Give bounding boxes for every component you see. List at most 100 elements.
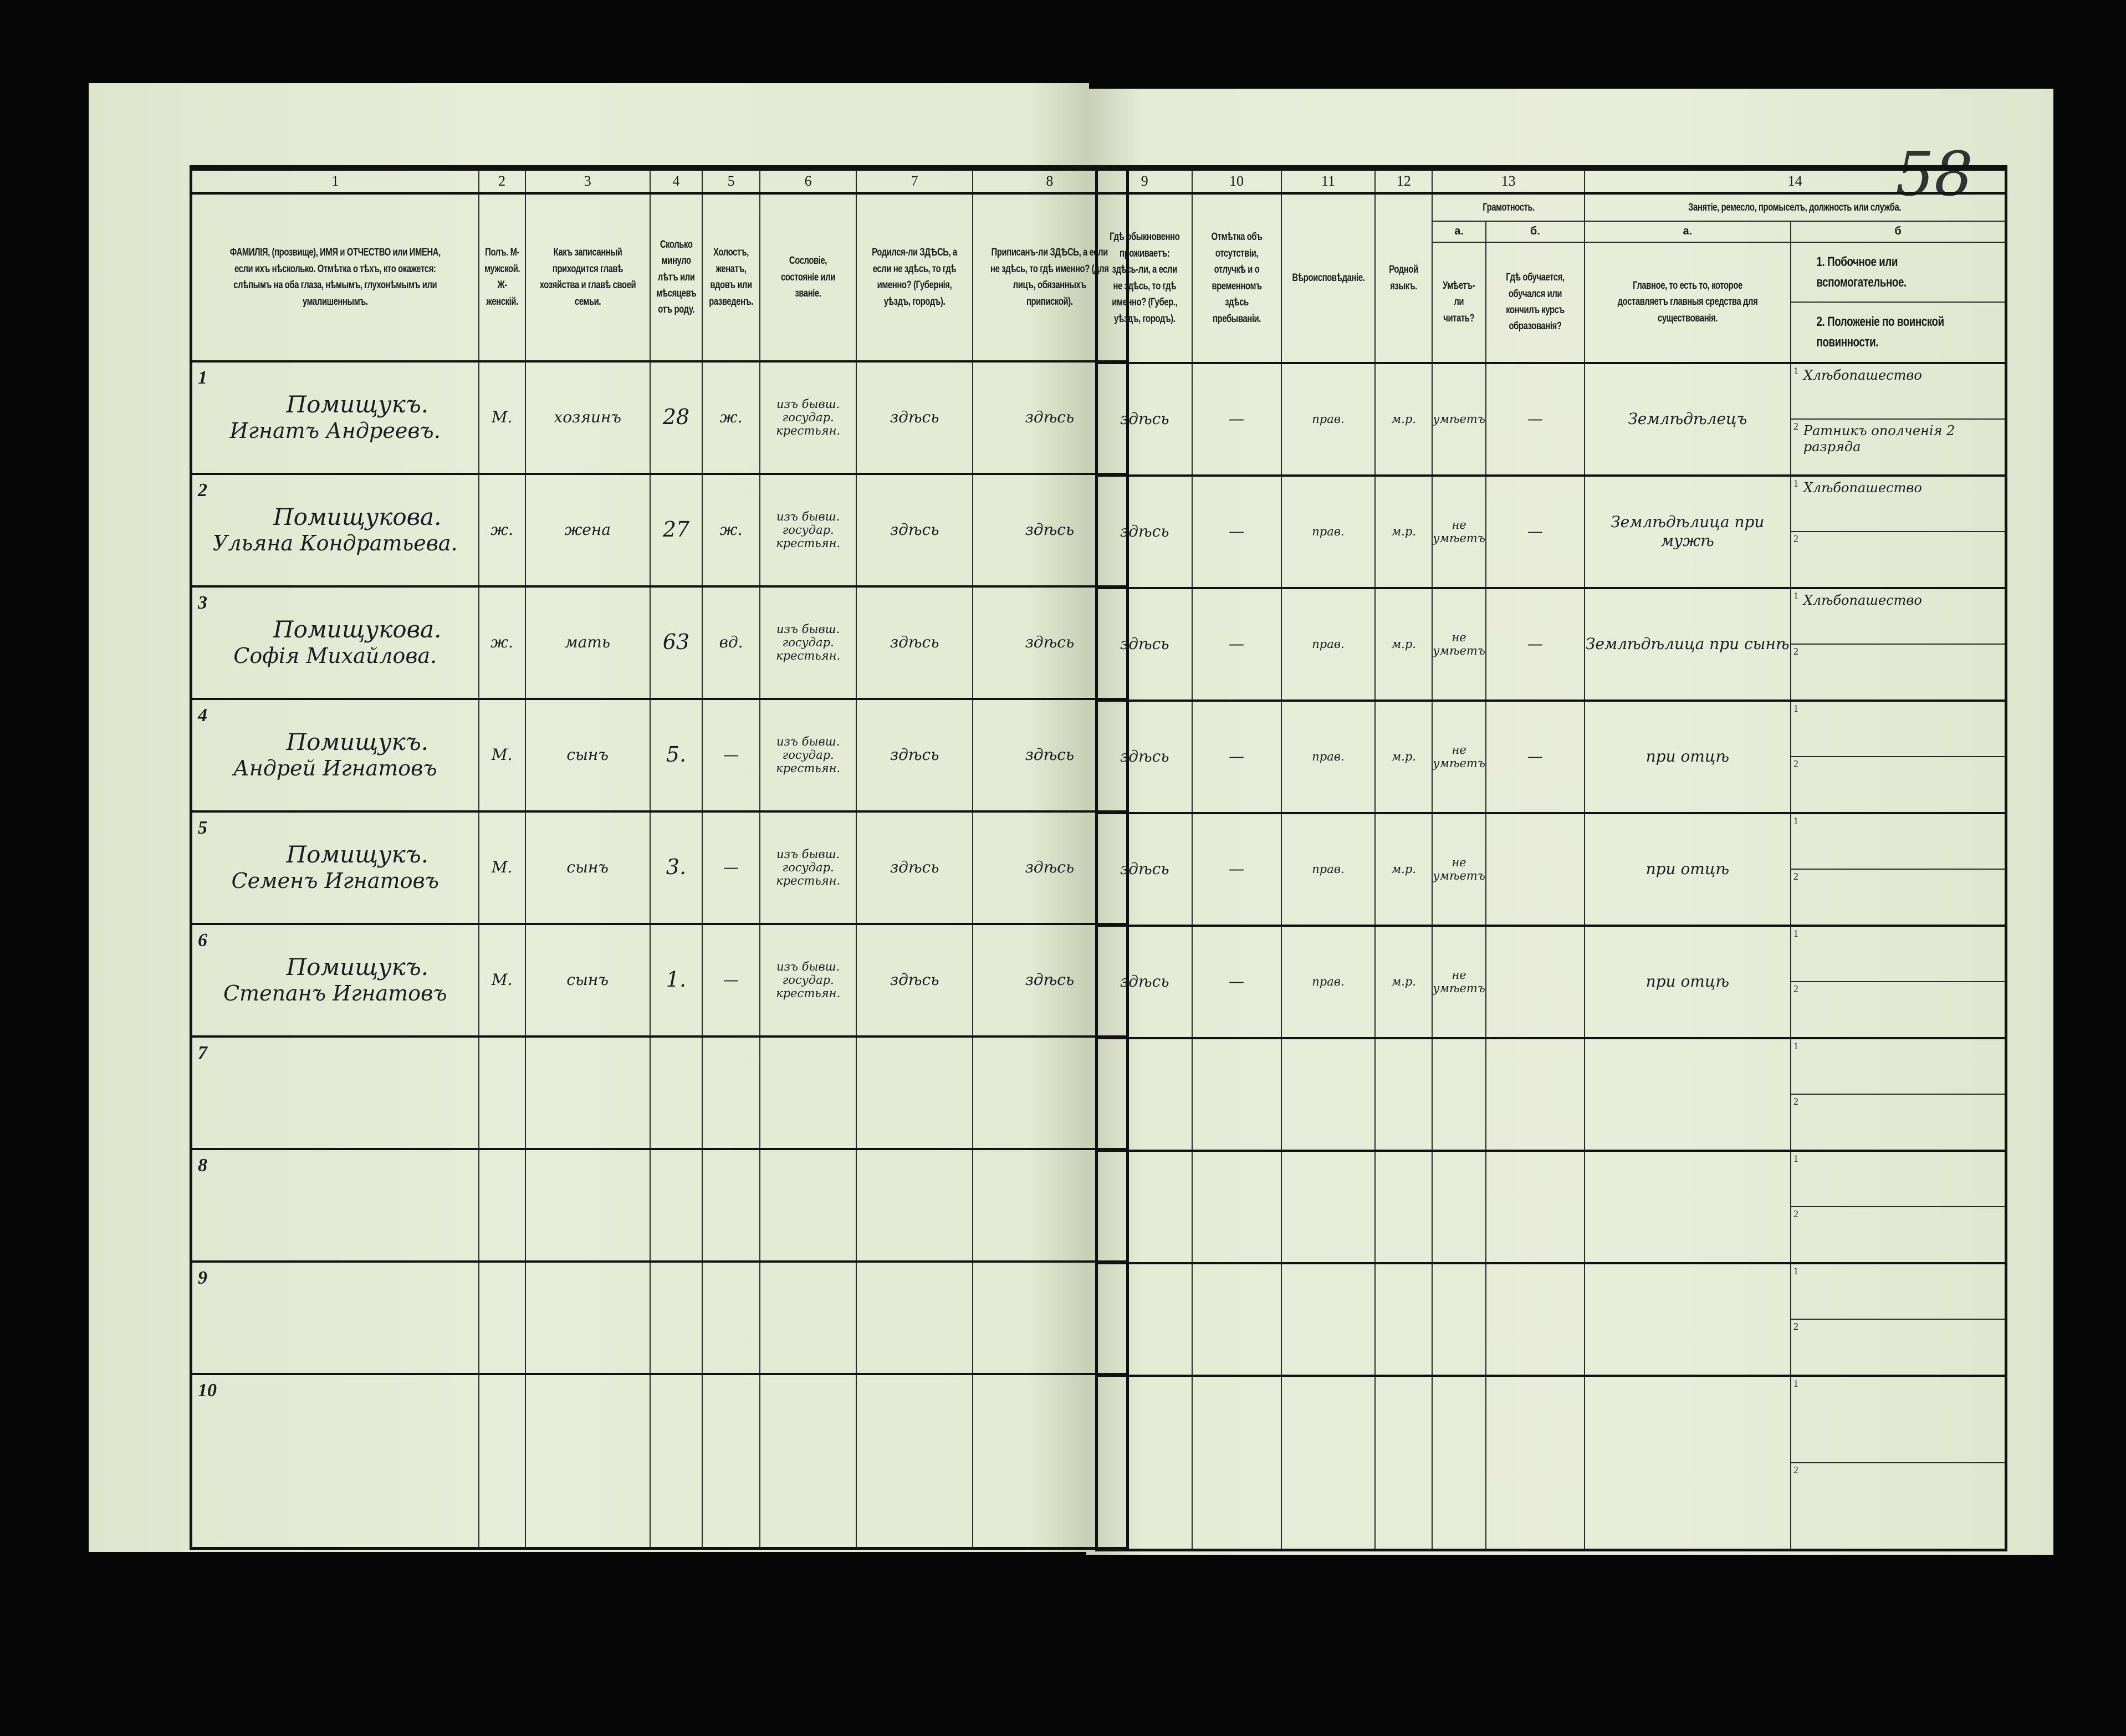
table-row-left: 3 Помищукова. Софія Михайлова. ж. мать 63 вд. и… — [190, 585, 1128, 699]
education-cell — [1485, 811, 1585, 926]
language-cell: м.р. — [1374, 924, 1433, 1039]
estate-cell: изъ бывш. государ. крестьян. — [759, 360, 857, 474]
sub-line-number: 1 — [1793, 1152, 1798, 1164]
row-number: 7 — [198, 1042, 207, 1063]
relation-cell — [524, 1260, 651, 1375]
col-num-5: 5 — [702, 167, 761, 195]
row-number: 10 — [198, 1380, 217, 1401]
military-status-text: Ратникъ ополченія 2 разряда — [1803, 423, 1955, 455]
residence-cell — [1096, 1037, 1193, 1151]
can-read-cell: не умѣетъ — [1432, 699, 1486, 814]
col-num-2: 2 — [478, 167, 526, 195]
estate-cell — [759, 1147, 857, 1262]
col-num-1: 1 — [190, 167, 479, 195]
header-text: ФАМИЛІЯ, (прозвище), ИМЯ и ОТЧЕСТВО или … — [229, 247, 441, 308]
military-status: 2 — [1791, 531, 2005, 587]
relation-cell: хозяинъ — [524, 360, 651, 474]
sex-cell — [478, 1147, 526, 1262]
birthplace-cell: здѣсь — [856, 922, 974, 1037]
header-literacy: Грамотность. — [1432, 192, 1585, 222]
estate-cell: изъ бывш. государ. крестьян. — [759, 810, 857, 925]
occupation-cell — [1583, 1149, 1791, 1264]
col-num-13: 13 — [1432, 167, 1585, 195]
sex-cell — [478, 1035, 526, 1150]
header-text: Приписанъ-ли ЗДѢСЬ, а если не здѣсь, то … — [990, 247, 1109, 308]
sub-line-number: 2 — [1793, 1464, 1798, 1475]
residence-cell — [1096, 1374, 1193, 1550]
residence-cell: здѣсь — [1096, 811, 1193, 926]
sub-line-number: 1 — [1793, 1377, 1798, 1389]
surname: Помищукова. — [273, 616, 442, 643]
military-status: 2 — [1791, 1319, 2005, 1375]
language-cell — [1374, 1374, 1433, 1550]
header-text: Сословіе, состояніе или званіе. — [781, 255, 836, 299]
table-row-left: 7 — [190, 1035, 1128, 1150]
header-language: Родной языкъ. — [1374, 192, 1433, 364]
age-cell: 28 — [649, 360, 703, 474]
row-number: 4 — [198, 704, 207, 726]
estate-cell: изъ бывш. государ. крестьян. — [759, 697, 857, 812]
sub-line-number: 1 — [1793, 927, 1798, 939]
absence-cell: — — [1191, 924, 1282, 1039]
header-secondary: 1. Побочное или вспомогательное. — [1816, 254, 1907, 290]
secondary-occupation: 1 — [1792, 1377, 2005, 1462]
header-text: Полъ. М-мужской. Ж-женскій. — [484, 247, 520, 308]
language-cell — [1374, 1037, 1433, 1151]
sub-14b: б — [1790, 220, 2007, 243]
sub-lines: 1 Хлѣбопашество 2 — [1791, 590, 2005, 699]
secondary-occupation-text: Хлѣбопашество — [1803, 592, 1922, 608]
marital-cell — [702, 1147, 761, 1262]
col-num-6: 6 — [759, 167, 857, 195]
estate-cell: изъ бывш. государ. крестьян. — [759, 472, 857, 587]
absence-cell: — — [1191, 699, 1282, 814]
header-text: Родился-ли ЗДѢСЬ, а если не здѣсь, то гд… — [872, 247, 958, 308]
header-main-occupation: Главное, то есть то, которое доставляетъ… — [1583, 241, 1791, 364]
sex-cell: М. — [478, 922, 526, 1037]
sub-lines: 1 Хлѣбопашество 2 — [1791, 478, 2005, 587]
age-cell: 63 — [649, 585, 703, 699]
absence-cell — [1191, 1262, 1282, 1376]
secondary-occupation: 1 — [1792, 1265, 2005, 1319]
can-read-cell — [1432, 1037, 1486, 1151]
table-row-right: здѣсь — прав. м.р. не умѣетъ при отцѣ 1 2 — [1096, 924, 2007, 1039]
person-name-cell: 4 Помищукъ. Андрей Игнатовъ — [190, 697, 479, 812]
residence-cell: здѣсь — [1096, 586, 1193, 701]
education-cell — [1485, 924, 1585, 1039]
religion-cell: прав. — [1280, 361, 1376, 476]
occupation-cell: при отцѣ — [1583, 811, 1791, 926]
absence-cell: — — [1191, 811, 1282, 926]
sex-cell: М. — [478, 360, 526, 474]
marital-cell: ж. — [702, 360, 761, 474]
person-name-cell: 1 Помищукъ. Игнатъ Андреевъ. — [190, 360, 479, 474]
residence-cell: здѣсь — [1096, 699, 1193, 814]
sub-14a: а. — [1583, 220, 1791, 243]
secondary-occupation-text: Хлѣбопашество — [1803, 479, 1922, 496]
secondary-occupation: 1 — [1792, 927, 2005, 982]
marital-cell — [702, 1372, 761, 1549]
estate-cell — [759, 1372, 857, 1549]
language-cell: м.р. — [1374, 361, 1433, 476]
absence-cell — [1191, 1037, 1282, 1151]
column-header-row: ФАМИЛІЯ, (прозвище), ИМЯ и ОТЧЕСТВО или … — [190, 192, 1128, 362]
row-number: 6 — [198, 930, 207, 951]
secondary-military-cell: 1 Хлѣбопашество 2 — [1790, 474, 2007, 589]
secondary-military-cell: 1 Хлѣбопашество 2 — [1790, 586, 2007, 701]
absence-cell: — — [1191, 361, 1282, 476]
secondary-occupation: 1 Хлѣбопашество — [1792, 590, 2005, 644]
age-cell: 27 — [649, 472, 703, 587]
table-row-left: 2 Помищукова. Ульяна Кондратьева. ж. жена 27 ж… — [190, 472, 1128, 587]
absence-cell: — — [1191, 586, 1282, 701]
table-row-left: 8 — [190, 1147, 1128, 1262]
absence-cell: — — [1191, 474, 1282, 589]
estate-cell — [759, 1035, 857, 1150]
language-cell — [1374, 1262, 1433, 1376]
sub-13a: а. — [1432, 220, 1486, 243]
marital-cell: — — [702, 697, 761, 812]
